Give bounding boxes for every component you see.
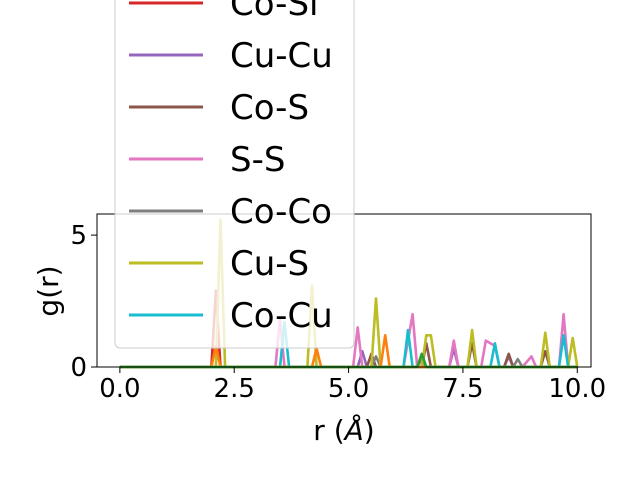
x-tick-label: 5.0 xyxy=(328,374,369,404)
y-tick-label: 5 xyxy=(70,221,87,251)
x-tick-label: 10.0 xyxy=(548,374,606,404)
x-tick-label: 7.5 xyxy=(442,374,483,404)
y-axis-label: g(r) xyxy=(32,265,65,316)
x-tick-label: 2.5 xyxy=(214,374,255,404)
legend-label: Cu-Cu xyxy=(230,36,333,76)
y-axis: 05 xyxy=(70,221,97,383)
legend-box xyxy=(114,0,355,349)
x-axis-label-text: r ( xyxy=(313,414,344,447)
legend-label: S-S xyxy=(230,140,285,180)
x-axis-label-unit: Å xyxy=(343,413,364,447)
x-axis-label-close: ) xyxy=(364,414,375,447)
legend: Co-Si Cu-Cu Co-S S-S Co-Co Cu-S Co-Cu xyxy=(114,0,355,349)
legend-label: Co-Co xyxy=(230,192,332,232)
legend-label: Co-Si xyxy=(230,0,318,24)
legend-label: Co-Cu xyxy=(230,296,333,336)
x-axis: 0.0 2.5 5.0 7.5 10.0 xyxy=(99,367,606,404)
x-tick-label: 0.0 xyxy=(99,374,140,404)
y-tick-label: 0 xyxy=(70,353,87,383)
legend-label: Co-S xyxy=(230,88,309,128)
legend-label: Cu-S xyxy=(230,244,309,284)
x-axis-label: r (Å) xyxy=(313,413,374,447)
